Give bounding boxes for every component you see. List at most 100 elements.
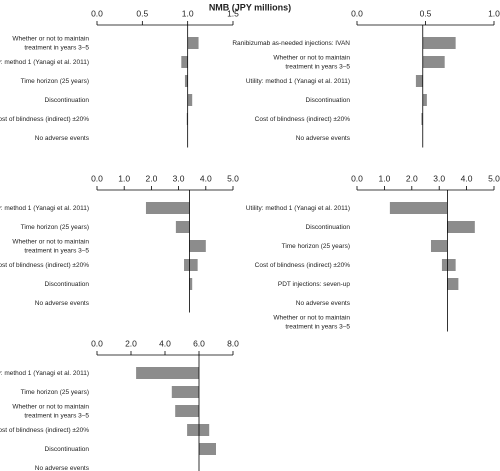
bar: [447, 278, 459, 290]
x-tick-label: 1.0: [182, 8, 194, 18]
bar: [189, 240, 206, 252]
label-line: Cost of blindness (indirect) ±20%: [255, 262, 351, 269]
row-label: Cost of blindness (indirect) ±20%: [255, 116, 351, 123]
bar: [415, 75, 423, 87]
label-line: Time horizon (25 years): [21, 78, 89, 85]
row-label: PDT injections: seven-up: [278, 281, 351, 288]
bar: [187, 94, 193, 106]
label-line: Utility: method 1 (Yanagi et al. 2011): [0, 205, 89, 212]
bar: [175, 405, 199, 417]
bar: [447, 221, 475, 233]
label-line: Cost of blindness (indirect) ±20%: [0, 427, 89, 434]
row-label: Cost of blindness (indirect) ±20%: [255, 262, 351, 269]
x-tick-label: 0.5: [420, 8, 432, 18]
row-label: Discontinuation: [306, 224, 351, 231]
row-label: Whether or not to maintain treatment in y…: [273, 54, 350, 70]
label-line: Utility: method 1 (Yanagi et al. 2011): [246, 205, 350, 212]
x-tick-label: 0.0: [91, 173, 103, 183]
x-tick-label: 1.0: [488, 8, 500, 18]
x-tick-label: 0.5: [136, 8, 148, 18]
label-line: No adverse events: [35, 465, 90, 471]
row-label: Discontinuation: [45, 97, 90, 104]
label-line: Utility: method 1 (Yanagi et al. 2011): [0, 370, 89, 377]
label-line: Time horizon (25 years): [21, 224, 89, 231]
row-label: Discontinuation: [45, 446, 90, 453]
label-line: No adverse events: [296, 135, 351, 142]
row-label: Ranibizumab as-needed injections: IVAN: [232, 40, 350, 47]
bar: [184, 259, 198, 271]
label-line: Discontinuation: [45, 281, 90, 288]
label-line: Discontinuation: [45, 446, 90, 453]
x-tick-label: 0.0: [351, 173, 363, 183]
label-line: treatment in years 3–5: [24, 44, 89, 51]
label-line: Cost of blindness (indirect) ±20%: [0, 116, 89, 123]
label-line: Time horizon (25 years): [21, 389, 89, 396]
label-line: No adverse events: [296, 300, 351, 307]
label-line: Cost of blindness (indirect) ±20%: [0, 262, 89, 269]
label-line: Utility: method 1 (Yanagi et al. 2011): [246, 78, 350, 85]
row-label: No adverse events: [35, 465, 90, 471]
label-line: Whether or not to maintain: [12, 35, 89, 42]
label-line: No adverse events: [35, 135, 90, 142]
bar: [199, 443, 216, 455]
x-tick-label: 5.0: [227, 173, 239, 183]
label-line: Ranibizumab as-needed injections: IVAN: [232, 40, 350, 47]
x-tick-label: 3.0: [433, 173, 445, 183]
label-line: Whether or not to maintain: [273, 54, 350, 61]
bar: [189, 278, 193, 290]
x-tick-label: 5.0: [488, 173, 500, 183]
label-line: Whether or not to maintain: [273, 314, 350, 321]
x-tick-label: 0.0: [91, 8, 103, 18]
x-tick-label: 0.0: [91, 338, 103, 348]
bar: [421, 113, 423, 125]
label-line: Time horizon (25 years): [282, 243, 350, 250]
x-tick-label: 2.0: [145, 173, 157, 183]
row-label: Whether or not to maintain treatment in y…: [12, 238, 89, 254]
row-label: Time horizon (25 years): [21, 224, 89, 231]
label-line: Cost of blindness (indirect) ±20%: [255, 116, 351, 123]
row-label: Utility: method 1 (Yanagi et al. 2011): [0, 205, 89, 212]
x-tick-label: 1.0: [378, 173, 390, 183]
label-line: Discontinuation: [45, 97, 90, 104]
bar: [422, 56, 445, 68]
row-label: Time horizon (25 years): [21, 78, 89, 85]
row-label: No adverse events: [296, 135, 351, 142]
label-line: Whether or not to maintain: [12, 238, 89, 245]
label-line: treatment in years 3–5: [24, 412, 89, 419]
row-label: Whether or not to maintain treatment in y…: [12, 403, 89, 419]
bar: [389, 202, 448, 214]
x-tick-label: 1.5: [227, 8, 239, 18]
x-tick-label: 6.0: [193, 338, 205, 348]
bar: [187, 424, 210, 436]
row-label: Utility: method 1 (Yanagi et al. 2011): [246, 78, 350, 85]
label-line: treatment in years 3–5: [285, 63, 350, 70]
bar: [145, 202, 190, 214]
row-label: Time horizon (25 years): [21, 389, 89, 396]
row-label: Time horizon (25 years): [282, 243, 350, 250]
row-label: Utility: method 1 (Yanagi et al. 2011): [246, 205, 350, 212]
bar: [422, 37, 456, 49]
label-line: Utility: method 1 (Yanagi et al. 2011): [0, 59, 89, 66]
row-label: Cost of blindness (indirect) ±20%: [0, 262, 89, 269]
label-line: treatment in years 3–5: [24, 247, 89, 254]
x-tick-label: 4.0: [200, 173, 212, 183]
x-tick-label: 8.0: [227, 338, 239, 348]
x-tick-label: 4.0: [159, 338, 171, 348]
bar: [186, 113, 188, 125]
x-tick-label: 2.0: [125, 338, 137, 348]
x-tick-label: 2.0: [406, 173, 418, 183]
label-line: Whether or not to maintain: [12, 403, 89, 410]
label-line: PDT injections: seven-up: [278, 281, 351, 288]
bar: [441, 259, 456, 271]
row-label: Cost of blindness (indirect) ±20%: [0, 427, 89, 434]
bar: [187, 37, 199, 49]
label-line: treatment in years 3–5: [285, 323, 350, 330]
bar: [171, 386, 199, 398]
figure-title: NMB (JPY millions): [209, 2, 291, 12]
bar: [175, 221, 190, 233]
row-label: Utility: method 1 (Yanagi et al. 2011): [0, 370, 89, 377]
label-line: Discontinuation: [306, 97, 351, 104]
row-label: Discontinuation: [306, 97, 351, 104]
row-label: Utility: method 1 (Yanagi et al. 2011): [0, 59, 89, 66]
